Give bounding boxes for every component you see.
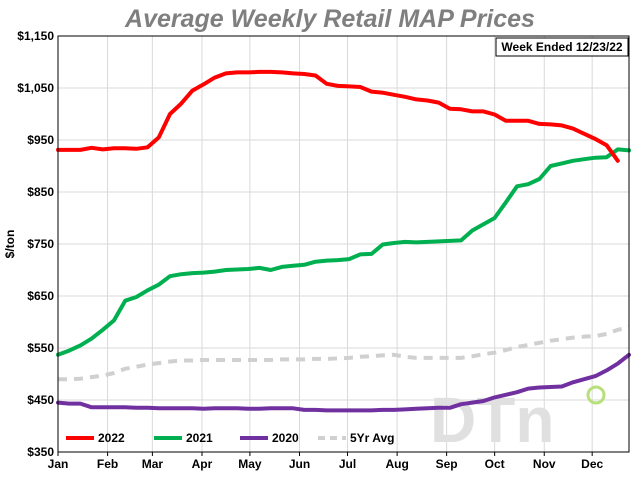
legend-label: 2020 bbox=[272, 431, 299, 445]
x-tick-label: Oct bbox=[485, 457, 505, 471]
dtn-logo-text: DTn bbox=[430, 384, 554, 456]
x-tick-label: Jun bbox=[289, 457, 310, 471]
x-axis-ticks: Jan Feb Mar Apr May Jun Jul Aug Sep Oct Nov Dec bbox=[48, 452, 603, 471]
y-tick-label: $850 bbox=[27, 185, 54, 199]
series-line-2020 bbox=[56, 352, 631, 413]
y-tick-label: $350 bbox=[27, 445, 54, 459]
series-lines bbox=[56, 69, 631, 413]
x-tick-label: Mar bbox=[142, 457, 164, 471]
watermark-logo: DTn bbox=[430, 384, 606, 456]
series-line-2022 bbox=[56, 69, 620, 163]
series-line-2021 bbox=[56, 147, 631, 357]
series-line-5yr-avg bbox=[58, 325, 630, 382]
legend-entry: 5Yr Avg bbox=[318, 431, 394, 445]
y-axis-label: $/ton bbox=[3, 230, 17, 259]
x-tick-label: Sep bbox=[436, 457, 458, 471]
dtn-logo-ring bbox=[586, 385, 606, 405]
legend: 2022 2021 2020 5Yr Avg bbox=[66, 431, 394, 445]
x-tick-label: Dec bbox=[581, 457, 603, 471]
y-tick-label: $650 bbox=[27, 289, 54, 303]
y-tick-label: $950 bbox=[27, 133, 54, 147]
x-tick-label: May bbox=[238, 457, 262, 471]
x-tick-label: Aug bbox=[385, 457, 408, 471]
legend-label: 2021 bbox=[186, 431, 213, 445]
y-tick-label: $550 bbox=[27, 341, 54, 355]
legend-entry: 2021 bbox=[154, 431, 213, 445]
x-tick-label: Apr bbox=[192, 457, 213, 471]
legend-entry: 2020 bbox=[240, 431, 299, 445]
x-tick-label: Feb bbox=[97, 457, 118, 471]
chart-title: Average Weekly Retail MAP Prices bbox=[124, 5, 535, 33]
x-tick-label: Jan bbox=[48, 457, 69, 471]
annotation-box: Week Ended 12/23/22 bbox=[495, 37, 629, 57]
y-tick-label: $1,050 bbox=[17, 81, 54, 95]
legend-label: 5Yr Avg bbox=[350, 431, 394, 445]
y-axis-ticks: $350 $450 $550 $650 $750 $850 $950 $1,050 $1,150 bbox=[17, 29, 54, 459]
y-tick-label: $750 bbox=[27, 237, 54, 251]
grid-lines bbox=[57, 35, 629, 453]
y-tick-label: $450 bbox=[27, 393, 54, 407]
annotation-text: Week Ended 12/23/22 bbox=[501, 40, 623, 54]
y-tick-label: $1,150 bbox=[17, 29, 54, 43]
x-tick-label: Nov bbox=[533, 457, 556, 471]
legend-entry: 2022 bbox=[66, 431, 125, 445]
annotation-frame bbox=[495, 37, 629, 57]
plot-frame bbox=[57, 35, 630, 453]
x-tick-label: Jul bbox=[339, 457, 356, 471]
legend-label: 2022 bbox=[98, 431, 125, 445]
